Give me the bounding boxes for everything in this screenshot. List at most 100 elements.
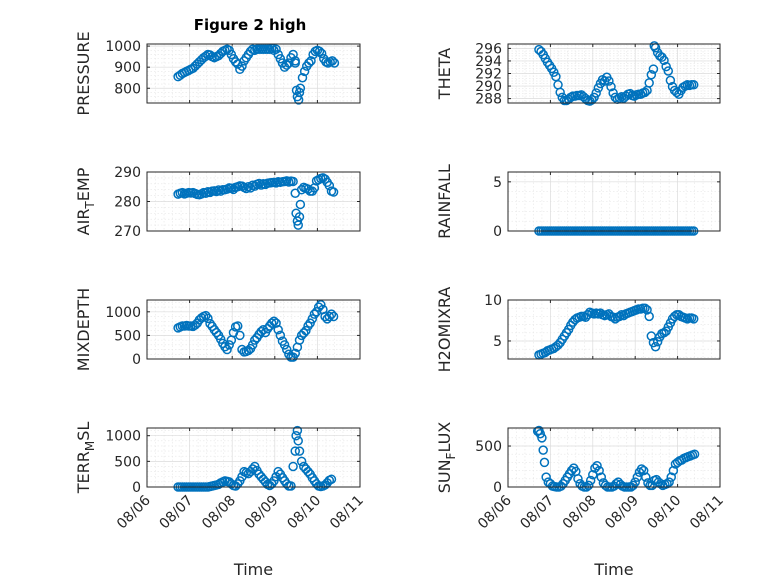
data-point [288,176,298,187]
data-point [324,311,335,322]
data-point [583,480,594,491]
data-point [316,299,326,310]
data-point [205,318,215,329]
data-point [589,92,599,103]
data-point [555,87,565,98]
data-point [311,307,322,317]
y-tick-label: 294 [475,54,502,70]
data-point [275,330,286,341]
data-point [582,310,593,320]
data-point [235,330,245,341]
subplot-terr-msl: 0 500 1000 TERRMSL 08/06 08/07 08/08 08/09 08/10… [74,422,367,579]
data-point [297,72,308,83]
data-point [296,184,307,195]
data-point [689,449,700,459]
data-point [220,341,230,352]
data-point [327,56,338,66]
y-axis-label: PRESSURE [74,31,93,115]
data-point [636,464,647,474]
data-point [303,466,313,477]
data-point [585,475,596,486]
y-tick-label: 500 [114,328,141,344]
subplot-mixdepth: 0 500 1000 MIXDEPTH [74,288,361,371]
data-point [537,433,547,443]
data-point [201,310,211,321]
x-tick-label: 08/07 [517,493,557,533]
y-tick-label: 5 [493,175,502,191]
y-axis-label: TERRMSL [74,422,97,495]
data-point [309,309,320,319]
y-tick-label: 0 [493,480,502,496]
y-tick-label: 0 [132,480,141,496]
data-point [294,335,305,345]
data-point [644,311,654,322]
data-point [288,461,298,472]
y-axis-label: AIRTEMP [74,167,97,235]
y-tick-label: 280 [114,195,141,211]
data-point [281,344,292,355]
data-point [281,60,292,70]
data-point [211,327,222,338]
data-point [604,76,614,86]
data-point [299,328,309,338]
data-point [291,430,301,441]
subplot-h2omixra: 5 10 H2OMIXRA [435,287,721,372]
x-tick-label: 08/10 [645,493,685,533]
data-point [592,460,602,471]
y-tick-label: 0 [132,352,141,368]
y-tick-label: 1000 [105,429,141,445]
data-point [295,199,306,210]
x-tick-label: 08/06 [114,492,154,532]
y-tick-label: 10 [484,293,502,309]
data-point [641,472,651,482]
axes-frame [507,43,721,104]
data-point [215,186,226,196]
axes-frame [146,43,361,104]
axes-background [147,428,360,487]
data-point [301,325,311,336]
data-point [664,477,674,487]
x-tick-label: 08/11 [327,493,367,533]
data-point [593,83,604,93]
data-point [306,56,316,66]
data-point [307,314,318,324]
data-point [642,305,652,315]
data-point [294,212,305,222]
y-tick-label: 290 [475,79,502,95]
subplot-rainfall: 0 5 RAINFALL [435,164,721,240]
y-tick-label: 1000 [105,305,141,321]
data-point [290,348,300,359]
data-point [326,309,337,319]
data-point [688,314,699,324]
data-point [316,48,327,59]
data-point [541,472,551,482]
data-point [267,318,277,328]
axes-frame [507,171,721,232]
data-point [294,446,305,456]
data-point [566,465,577,476]
y-tick-label: 270 [114,224,141,240]
data-point [328,311,339,322]
data-point [292,425,303,436]
x-tick-label: 08/10 [284,493,324,533]
data-point [273,466,283,477]
data-point [594,465,604,476]
data-point [296,456,307,467]
data-point [596,472,607,482]
data-point [303,321,313,331]
y-tick-label: 292 [475,67,502,83]
data-point [299,66,310,77]
data-point [271,318,281,328]
data-point [290,58,300,68]
data-point [295,83,306,93]
data-point [269,316,279,326]
subplot-pressure: 800 900 1000 PRESSURE [74,31,361,116]
x-tick-label: 08/07 [157,493,197,533]
data-point [294,87,305,98]
data-point [247,340,258,350]
data-point [638,465,649,476]
data-point [659,55,669,66]
data-point [587,95,597,105]
data-point [279,340,290,350]
